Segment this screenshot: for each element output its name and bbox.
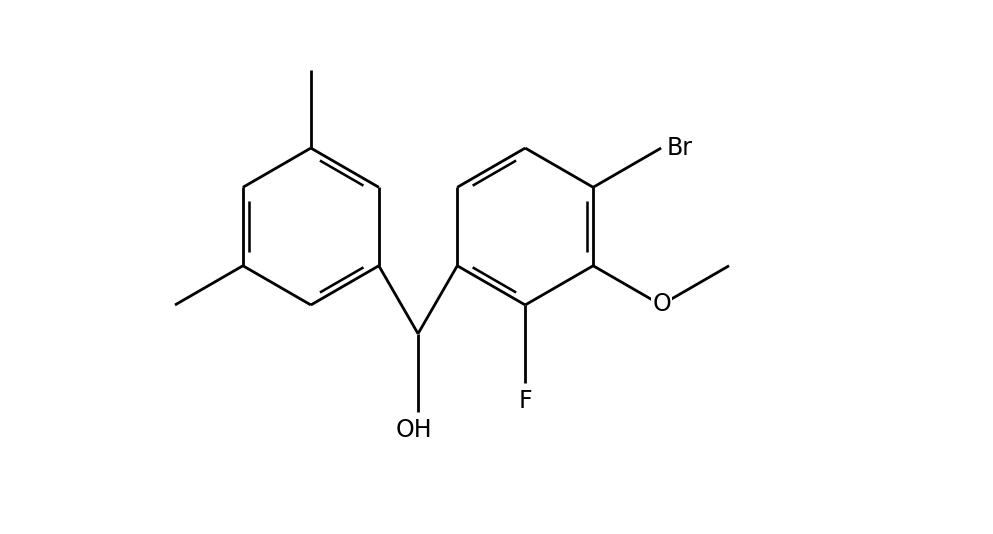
Text: Br: Br <box>666 136 692 160</box>
Text: OH: OH <box>396 418 432 442</box>
Text: O: O <box>652 292 671 316</box>
Text: F: F <box>518 389 532 413</box>
